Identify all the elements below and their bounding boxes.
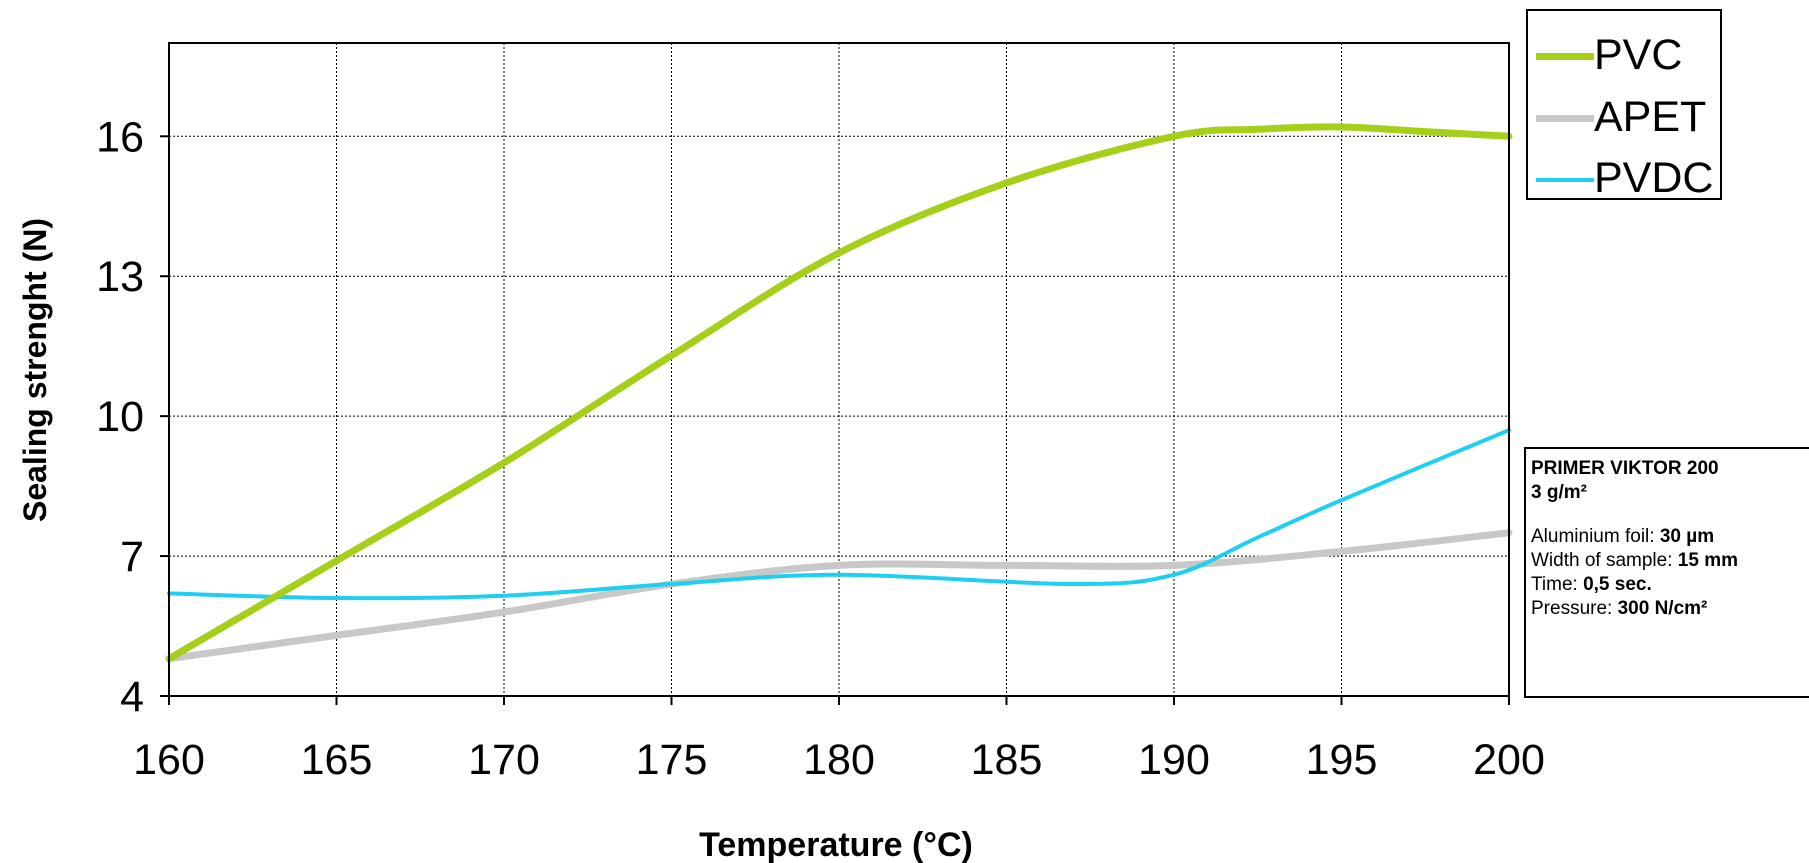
legend-label-pvdc: PVDC (1594, 154, 1714, 202)
x-tick-label-160: 160 (133, 736, 205, 784)
y-tick-label-16: 16 (96, 113, 144, 161)
series-line-pvdc (167, 428, 1511, 601)
y-tick-label-13: 13 (96, 253, 144, 301)
legend-item-pvc: PVC (1528, 30, 1720, 80)
series-lines (165, 123, 1513, 663)
x-tick-labels: 160 165 170 175 180 185 190 195 200 (133, 736, 1545, 784)
legend: PVC APET PVDC (1526, 9, 1722, 203)
primer-weight: 3 g/m² (1531, 482, 1587, 503)
width-label: Width of sample: (1531, 550, 1678, 571)
x-tick-label-170: 170 (468, 736, 540, 784)
legend-swatch-pvdc (1536, 178, 1594, 182)
y-axis-label: Sealing strenght (N) (17, 218, 53, 522)
x-tick-label-165: 165 (301, 736, 373, 784)
primer-name: PRIMER VIKTOR 200 (1531, 458, 1719, 479)
width-row: Width of sample: 15 mm (1531, 549, 1809, 573)
x-tick-label-200: 200 (1473, 736, 1545, 784)
x-tick-label-190: 190 (1138, 736, 1210, 784)
foil-row: Aluminium foil: 30 µm (1531, 525, 1809, 549)
y-tick-label-10: 10 (96, 393, 144, 441)
legend-item-pvdc: PVDC (1528, 153, 1720, 203)
grid-lines (160, 43, 1510, 705)
legend-label-apet: APET (1594, 93, 1707, 141)
y-tick-label-4: 4 (120, 673, 144, 721)
time-row: Time: 0,5 sec. (1531, 573, 1809, 597)
pressure-value: 300 N/cm² (1617, 598, 1708, 619)
time-label: Time: (1531, 574, 1584, 595)
y-tick-labels: 4 7 10 13 16 (96, 113, 144, 721)
x-tick-label-175: 175 (636, 736, 708, 784)
legend-swatch-apet (1536, 115, 1594, 122)
plot-frame (168, 42, 1510, 697)
time-value: 0,5 sec. (1583, 574, 1652, 595)
pressure-row: Pressure: 300 N/cm² (1531, 597, 1809, 621)
legend-label-pvc: PVC (1594, 31, 1683, 79)
pressure-label: Pressure: (1531, 598, 1618, 619)
x-tick-label-185: 185 (971, 736, 1043, 784)
legend-swatch-pvc (1536, 53, 1594, 60)
y-tick-label-7: 7 (120, 533, 144, 581)
series-line-pvc (165, 123, 1513, 663)
foil-value: 30 µm (1659, 526, 1715, 547)
width-value: 15 mm (1677, 550, 1738, 571)
x-tick-label-180: 180 (803, 736, 875, 784)
legend-item-apet: APET (1528, 92, 1720, 142)
x-axis-label: Temperature (°C) (699, 826, 973, 863)
test-conditions-box: PRIMER VIKTOR 200 3 g/m² Aluminium foil:… (1524, 447, 1809, 698)
series-line-apet (165, 529, 1513, 663)
x-tick-label-195: 195 (1306, 736, 1378, 784)
foil-label: Aluminium foil: (1531, 526, 1660, 547)
